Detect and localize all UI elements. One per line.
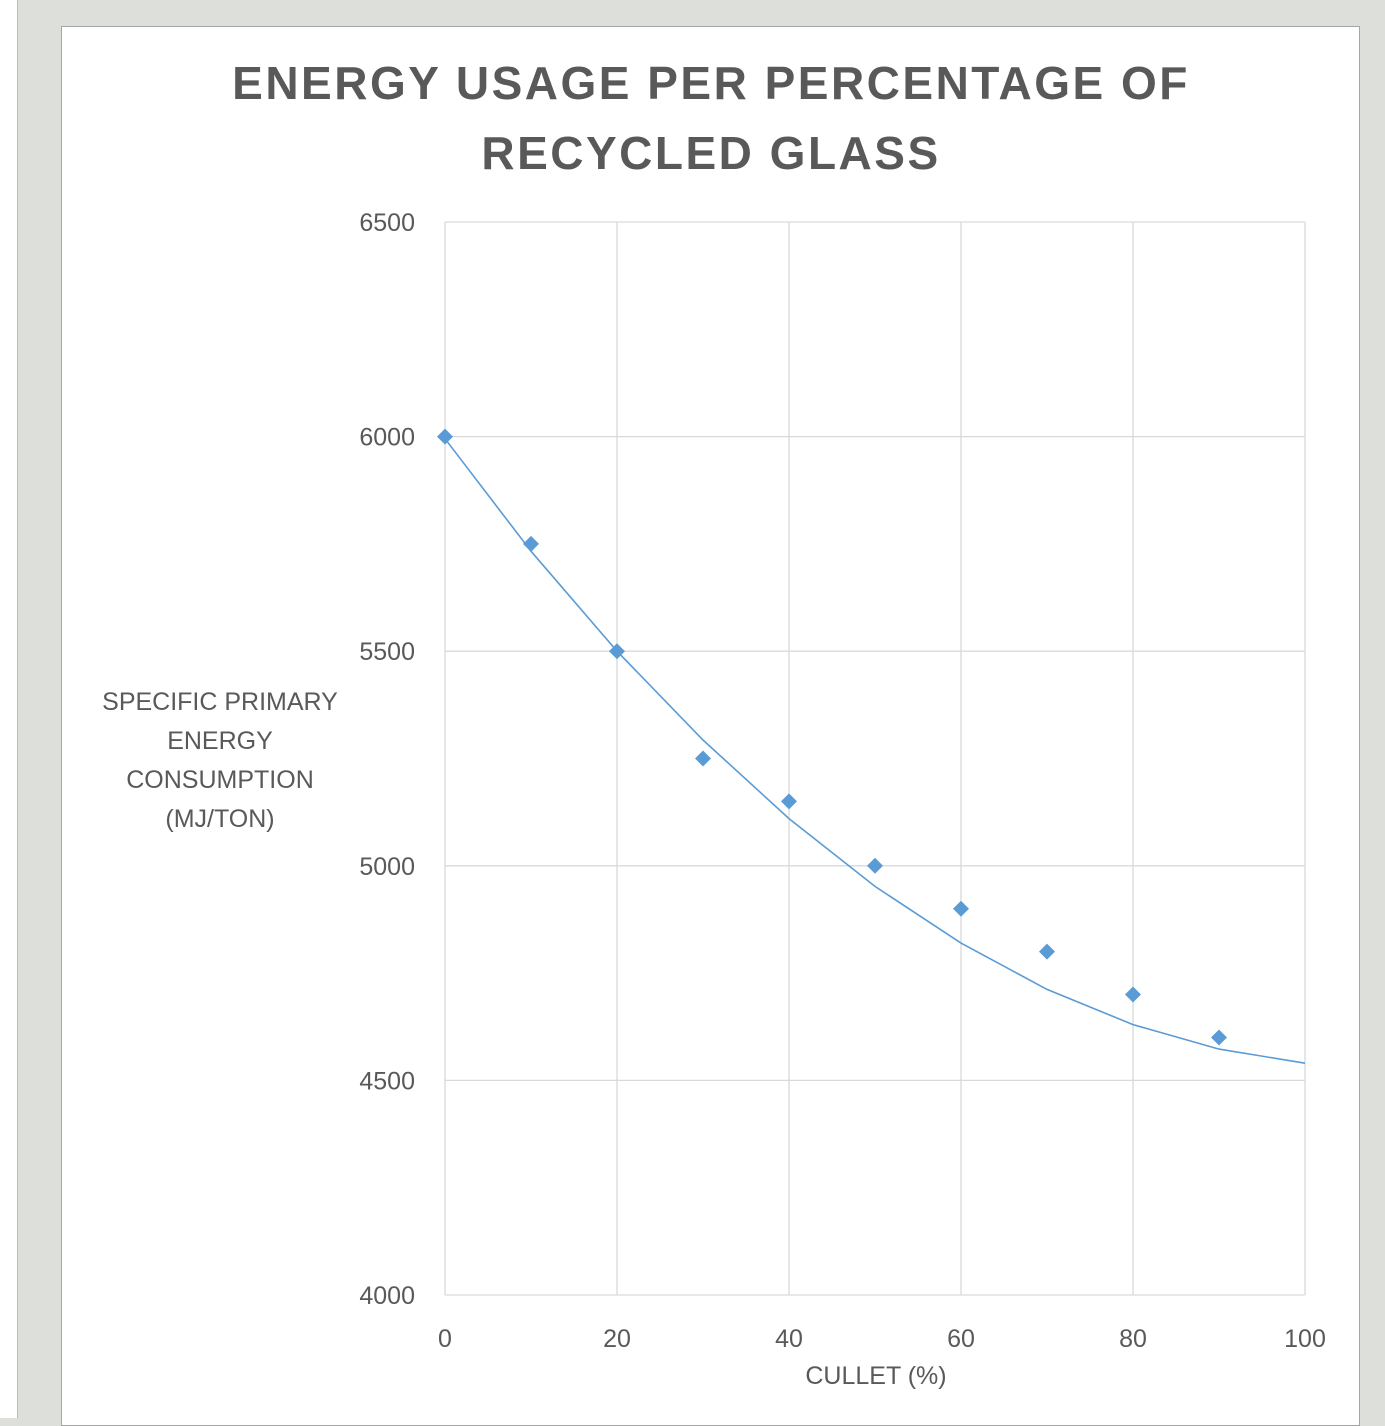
data-point (695, 750, 711, 767)
data-point (437, 428, 453, 445)
x-tick-label: 20 (603, 1325, 631, 1353)
x-axis-title: CULLET (%) (805, 1362, 946, 1390)
y-tick-label: 4000 (359, 1282, 415, 1310)
y-axis-title-line-3: CONSUMPTION (126, 766, 314, 794)
y-tick-label: 6000 (359, 424, 415, 452)
data-point (781, 793, 797, 810)
chart-title-line-1: ENERGY USAGE PER PERCENTAGE OF (232, 57, 1190, 109)
data-point (1039, 943, 1055, 960)
x-tick-label: 0 (438, 1325, 452, 1353)
x-axis-tick-labels: 0 20 40 60 80 100 (438, 1325, 1326, 1353)
x-tick-label: 40 (775, 1325, 803, 1353)
gridlines (444, 221, 1306, 1296)
left-pane (0, 0, 18, 1418)
chart-title: ENERGY USAGE PER PERCENTAGE OF RECYCLED … (232, 57, 1190, 179)
chart-area: ENERGY USAGE PER PERCENTAGE OF RECYCLED … (61, 26, 1360, 1426)
x-tick-label: 100 (1284, 1325, 1326, 1353)
y-axis-title-line-4: (MJ/TON) (165, 805, 274, 833)
y-axis-title-line-1: SPECIFIC PRIMARY (102, 688, 338, 716)
data-point (609, 643, 625, 660)
data-point (867, 857, 883, 874)
data-point (1125, 986, 1141, 1003)
trendline (444, 438, 1306, 1064)
data-point (1211, 1029, 1227, 1046)
y-tick-label: 4500 (359, 1067, 415, 1095)
y-axis-title-line-2: ENERGY (167, 727, 273, 755)
y-axis-tick-labels: 4000 4500 5000 5500 6000 6500 (359, 209, 415, 1310)
y-tick-label: 5000 (359, 853, 415, 881)
chart-svg: ENERGY USAGE PER PERCENTAGE OF RECYCLED … (102, 57, 1326, 1390)
x-tick-label: 80 (1119, 1325, 1147, 1353)
data-point (953, 900, 969, 917)
y-axis-title: SPECIFIC PRIMARY ENERGY CONSUMPTION (MJ/… (102, 688, 338, 833)
data-point (523, 535, 539, 552)
y-tick-label: 5500 (359, 638, 415, 666)
x-tick-label: 60 (947, 1325, 975, 1353)
chart-title-line-2: RECYCLED GLASS (481, 127, 940, 179)
data-points (437, 428, 1227, 1046)
y-tick-label: 6500 (359, 209, 415, 237)
